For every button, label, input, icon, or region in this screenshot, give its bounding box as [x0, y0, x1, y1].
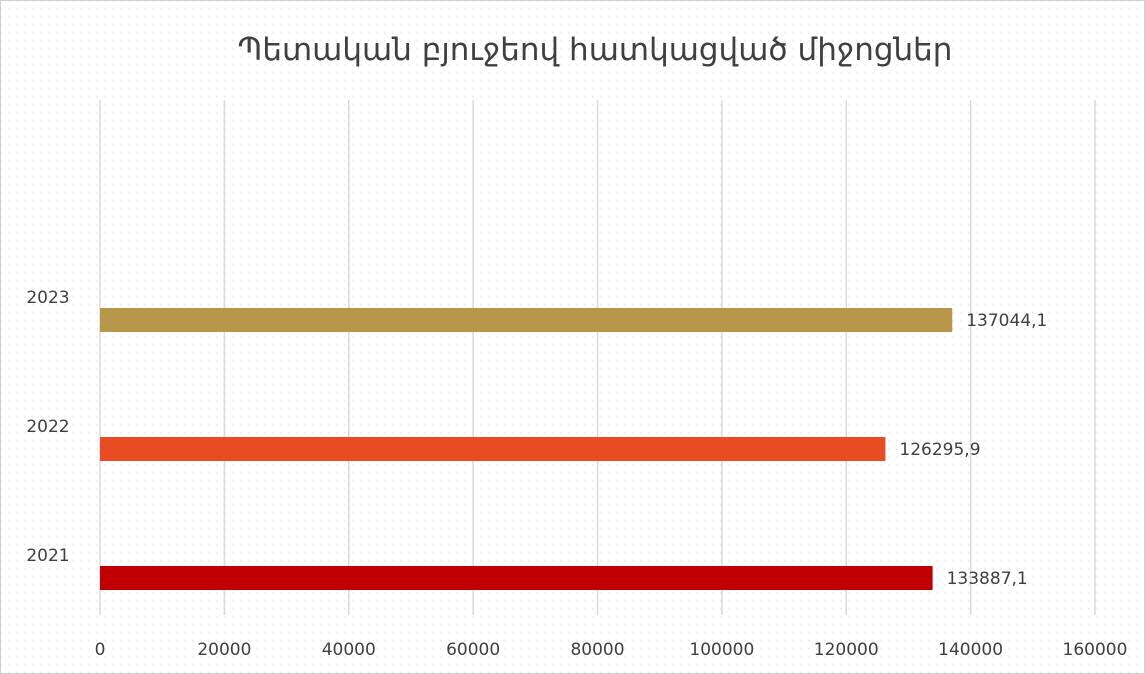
x-tick-label: 40000: [322, 640, 376, 660]
chart-title: Պետական բյուջեով հատկացված միջոցներ: [238, 32, 953, 68]
x-tick-label: 0: [95, 640, 106, 660]
x-tick-label: 160000: [1063, 640, 1128, 660]
y-tick-label: 2022: [26, 417, 69, 437]
value-label: 137044,1: [966, 311, 1047, 331]
bar: [100, 308, 953, 332]
x-tick-label: 100000: [689, 640, 754, 660]
bar: [100, 437, 886, 461]
y-tick-label: 2021: [26, 546, 69, 566]
y-tick-label: 2023: [26, 288, 69, 308]
x-tick-label: 80000: [570, 640, 624, 660]
x-tick-label: 60000: [446, 640, 500, 660]
value-label: 126295,9: [899, 440, 980, 460]
bar: [100, 566, 933, 590]
value-label: 133887,1: [947, 569, 1028, 589]
x-tick-label: 120000: [814, 640, 879, 660]
x-tick-label: 140000: [938, 640, 1003, 660]
x-tick-label: 20000: [197, 640, 251, 660]
